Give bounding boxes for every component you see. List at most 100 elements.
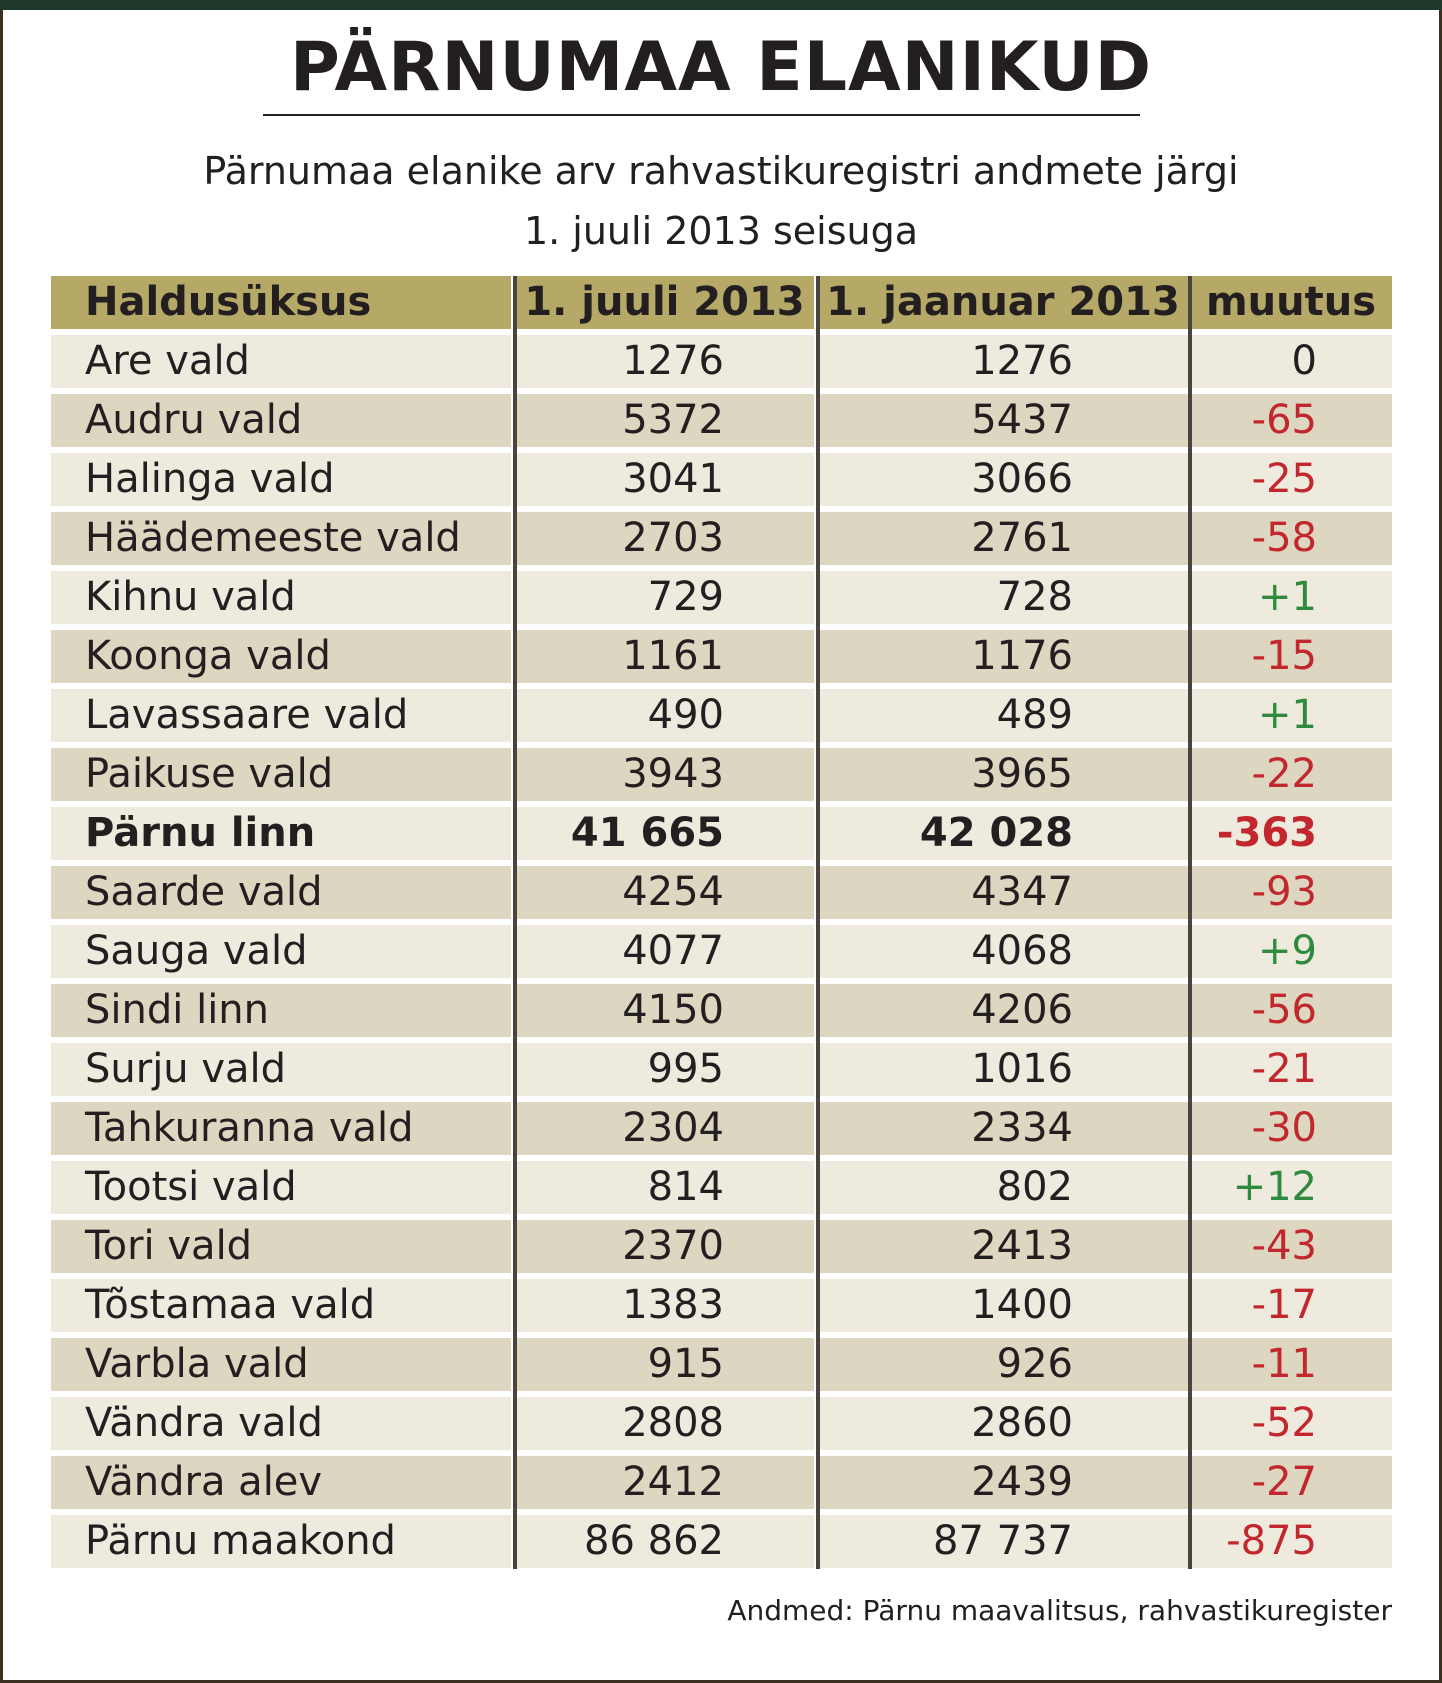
cell-january-2013: 42 028 (818, 807, 1188, 860)
cell-january-2013: 2439 (818, 1456, 1188, 1509)
cell-july-2013: 2808 (515, 1397, 814, 1450)
table-row: Tootsi vald 814 802 +12 (51, 1161, 1392, 1214)
cell-unit: Häädemeeste vald (51, 512, 511, 565)
cell-unit: Varbla vald (51, 1338, 511, 1391)
cell-change: -93 (1192, 866, 1392, 919)
cell-change: +1 (1192, 571, 1392, 624)
cell-july-2013: 2370 (515, 1220, 814, 1273)
column-divider-3 (1188, 276, 1192, 1569)
table-row: Surju vald 995 1016 -21 (51, 1043, 1392, 1096)
table-row: Kihnu vald 729 728 +1 (51, 571, 1392, 624)
cell-change: -363 (1192, 807, 1392, 860)
cell-change: -30 (1192, 1102, 1392, 1155)
table-row: Vändra vald 2808 2860 -52 (51, 1397, 1392, 1450)
table-row: Sauga vald 4077 4068 +9 (51, 925, 1392, 978)
cell-july-2013: 1276 (515, 335, 814, 388)
page-title: PÄRNUMAA ELANIKUD (289, 28, 1153, 107)
cell-change: -21 (1192, 1043, 1392, 1096)
cell-unit: Sauga vald (51, 925, 511, 978)
cell-january-2013: 2860 (818, 1397, 1188, 1450)
cell-july-2013: 2703 (515, 512, 814, 565)
cell-january-2013: 4206 (818, 984, 1188, 1037)
cell-january-2013: 2761 (818, 512, 1188, 565)
cell-july-2013: 729 (515, 571, 814, 624)
subtitle-line-2: 1. juuli 2013 seisuga (523, 209, 919, 253)
table-row: Pärnu maakond 86 862 87 737 -875 (51, 1515, 1392, 1568)
cell-july-2013: 86 862 (515, 1515, 814, 1568)
cell-unit: Audru vald (51, 394, 511, 447)
cell-change: -875 (1192, 1515, 1392, 1568)
cell-unit: Halinga vald (51, 453, 511, 506)
cell-january-2013: 2334 (818, 1102, 1188, 1155)
cell-july-2013: 1383 (515, 1279, 814, 1332)
cell-july-2013: 2304 (515, 1102, 814, 1155)
cell-july-2013: 1161 (515, 630, 814, 683)
table-row: Audru vald 5372 5437 -65 (51, 394, 1392, 447)
table-row: Häädemeeste vald 2703 2761 -58 (51, 512, 1392, 565)
cell-change: +1 (1192, 689, 1392, 742)
table-row: Paikuse vald 3943 3965 -22 (51, 748, 1392, 801)
cell-change: -56 (1192, 984, 1392, 1037)
cell-change: -65 (1192, 394, 1392, 447)
cell-unit: Saarde vald (51, 866, 511, 919)
cell-january-2013: 926 (818, 1338, 1188, 1391)
cell-unit: Are vald (51, 335, 511, 388)
cell-unit: Sindi linn (51, 984, 511, 1037)
header-january-2013: 1. jaanuar 2013 (818, 276, 1188, 329)
cell-july-2013: 4254 (515, 866, 814, 919)
cell-unit: Tahkuranna vald (51, 1102, 511, 1155)
cell-unit: Koonga vald (51, 630, 511, 683)
cell-july-2013: 5372 (515, 394, 814, 447)
table-row: Tahkuranna vald 2304 2334 -30 (51, 1102, 1392, 1155)
table-row: Tõstamaa vald 1383 1400 -17 (51, 1279, 1392, 1332)
table-row: Halinga vald 3041 3066 -25 (51, 453, 1392, 506)
cell-change: -27 (1192, 1456, 1392, 1509)
cell-unit: Vändra vald (51, 1397, 511, 1450)
column-divider-2 (816, 276, 820, 1569)
table-row: Varbla vald 915 926 -11 (51, 1338, 1392, 1391)
cell-unit: Tootsi vald (51, 1161, 511, 1214)
cell-unit: Tori vald (51, 1220, 511, 1273)
cell-july-2013: 814 (515, 1161, 814, 1214)
table-row: Pärnu linn 41 665 42 028 -363 (51, 807, 1392, 860)
cell-january-2013: 4347 (818, 866, 1188, 919)
cell-january-2013: 4068 (818, 925, 1188, 978)
cell-july-2013: 4077 (515, 925, 814, 978)
table-row: Vändra alev 2412 2439 -27 (51, 1456, 1392, 1509)
cell-unit: Pärnu linn (51, 807, 511, 860)
cell-july-2013: 2412 (515, 1456, 814, 1509)
cell-january-2013: 1176 (818, 630, 1188, 683)
cell-unit: Paikuse vald (51, 748, 511, 801)
top-accent-bar (0, 0, 1442, 10)
cell-unit: Lavassaare vald (51, 689, 511, 742)
cell-january-2013: 489 (818, 689, 1188, 742)
cell-january-2013: 728 (818, 571, 1188, 624)
cell-change: 0 (1192, 335, 1392, 388)
cell-change: -25 (1192, 453, 1392, 506)
cell-july-2013: 915 (515, 1338, 814, 1391)
table-row: Koonga vald 1161 1176 -15 (51, 630, 1392, 683)
column-divider-1 (513, 276, 517, 1569)
data-source-note: Andmed: Pärnu maavalitsus, rahvastikureg… (727, 1594, 1392, 1627)
cell-january-2013: 802 (818, 1161, 1188, 1214)
cell-change: -15 (1192, 630, 1392, 683)
table-header-row: Haldusüksus 1. juuli 2013 1. jaanuar 201… (51, 276, 1392, 329)
cell-january-2013: 5437 (818, 394, 1188, 447)
cell-change: -22 (1192, 748, 1392, 801)
table-row: Sindi linn 4150 4206 -56 (51, 984, 1392, 1037)
cell-change: +12 (1192, 1161, 1392, 1214)
cell-july-2013: 3943 (515, 748, 814, 801)
cell-july-2013: 4150 (515, 984, 814, 1037)
cell-july-2013: 995 (515, 1043, 814, 1096)
cell-change: -43 (1192, 1220, 1392, 1273)
header-unit: Haldusüksus (51, 276, 511, 329)
table-row: Saarde vald 4254 4347 -93 (51, 866, 1392, 919)
cell-january-2013: 2413 (818, 1220, 1188, 1273)
cell-change: -58 (1192, 512, 1392, 565)
header-change: muutus (1192, 276, 1392, 329)
cell-unit: Vändra alev (51, 1456, 511, 1509)
cell-january-2013: 87 737 (818, 1515, 1188, 1568)
cell-january-2013: 1400 (818, 1279, 1188, 1332)
cell-july-2013: 41 665 (515, 807, 814, 860)
